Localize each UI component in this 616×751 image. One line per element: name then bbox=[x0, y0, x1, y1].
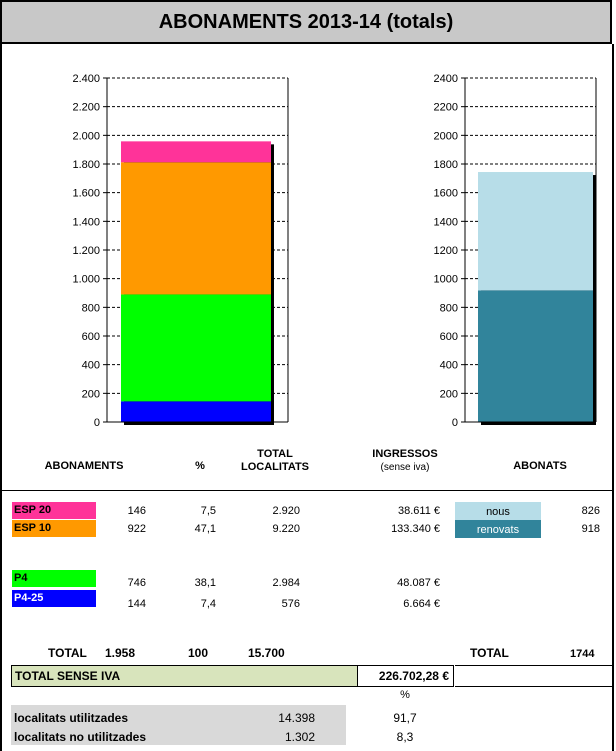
header-total-localitats-line1: TOTAL bbox=[257, 448, 293, 460]
row-count-p4-25: 144 bbox=[127, 598, 146, 610]
header-abonaments: ABONAMENTS bbox=[44, 460, 124, 472]
abonats-label-renovats: renovats bbox=[455, 520, 541, 538]
y-tick-label: 400 bbox=[82, 360, 100, 372]
util-label-unused: localitats no utilitzades bbox=[14, 730, 147, 744]
bar-segment-p4-25 bbox=[121, 401, 271, 422]
total-sense-iva-filler bbox=[455, 665, 614, 687]
abonats-value-nous: 826 bbox=[581, 505, 600, 517]
total-sense-iva-label-cell: TOTAL SENSE IVA bbox=[11, 665, 358, 687]
util-label-used: localitats utilitzades bbox=[14, 711, 129, 725]
util-bg bbox=[11, 705, 346, 745]
y-tick-label: 2.000 bbox=[72, 130, 100, 142]
row-count-esp20: 146 bbox=[127, 505, 146, 517]
row-pct-p4-25: 7,4 bbox=[200, 598, 216, 610]
total-sense-iva-label: TOTAL SENSE IVA bbox=[15, 669, 121, 683]
y-tick-label: 1.600 bbox=[72, 188, 100, 200]
total-pct: 100 bbox=[188, 646, 209, 660]
row-pct-esp10: 47,1 bbox=[194, 523, 216, 535]
y-tick-label: 2.400 bbox=[72, 73, 100, 85]
y-tick-label: 1200 bbox=[434, 245, 458, 257]
row-pct-p4: 38,1 bbox=[194, 577, 216, 589]
y-tick-label: 800 bbox=[440, 302, 458, 314]
row-ing-p4-25: 6.664 € bbox=[403, 598, 440, 610]
bar-segment-esp-20 bbox=[121, 141, 271, 163]
bar-segment-p4 bbox=[121, 294, 271, 402]
y-tick-label: 200 bbox=[440, 388, 458, 400]
y-tick-label: 1000 bbox=[434, 274, 458, 286]
row-label-esp20: ESP 20 bbox=[12, 502, 96, 519]
y-tick-label: 800 bbox=[82, 302, 100, 314]
header-ingressos-line2: (sense iva) bbox=[380, 462, 430, 473]
row-count-esp10: 922 bbox=[127, 523, 146, 535]
y-tick-label: 2400 bbox=[434, 73, 458, 85]
util-pct-header: % bbox=[400, 689, 410, 701]
row-label-esp10: ESP 10 bbox=[12, 520, 96, 537]
row-ing-p4: 48.087 € bbox=[397, 577, 440, 589]
y-tick-label: 2000 bbox=[434, 130, 458, 142]
abonats-total-value: 1744 bbox=[570, 648, 595, 660]
report-frame bbox=[0, 44, 614, 751]
util-pct-unused: 8,3 bbox=[396, 730, 414, 744]
header-pct: % bbox=[195, 460, 205, 472]
y-tick-label: 600 bbox=[440, 331, 458, 343]
total-loc: 15.700 bbox=[248, 646, 285, 660]
y-tick-label: 1800 bbox=[434, 159, 458, 171]
row-label-p4-25: P4-25 bbox=[12, 590, 96, 607]
y-tick-label: 1.400 bbox=[72, 216, 100, 228]
report-title: ABONAMENTS 2013-14 (totals) bbox=[158, 10, 454, 33]
y-tick-label: 0 bbox=[452, 417, 458, 429]
row-label-p4: P4 bbox=[12, 570, 96, 587]
header-abonats: ABONATS bbox=[513, 460, 567, 472]
y-tick-label: 200 bbox=[82, 388, 100, 400]
title-bar: ABONAMENTS 2013-14 (totals) bbox=[0, 0, 612, 44]
row-loc-esp20: 2.920 bbox=[272, 505, 300, 517]
y-tick-label: 2.200 bbox=[72, 102, 100, 114]
chart-subscriptions: 0 200 400 600 800 1.000 1.200 1.400 1.600 1.800 2.… bbox=[72, 73, 289, 429]
y-tick-label: 400 bbox=[440, 360, 458, 372]
bar-segment-nous bbox=[478, 172, 593, 291]
row-loc-p4-25: 576 bbox=[281, 598, 300, 610]
total-count: 1.958 bbox=[105, 646, 136, 660]
y-tick-label: 2200 bbox=[434, 102, 458, 114]
row-loc-esp10: 9.220 bbox=[272, 523, 300, 535]
y-tick-label: 1.200 bbox=[72, 245, 100, 257]
row-ing-esp10: 133.340 € bbox=[391, 523, 440, 535]
abonats-total-label: TOTAL bbox=[470, 646, 509, 660]
header-total-localitats: TOTAL LOCALITATS bbox=[225, 448, 325, 474]
total-label: TOTAL bbox=[48, 646, 87, 660]
table-separator bbox=[2, 490, 614, 491]
row-pct-esp20: 7,5 bbox=[200, 505, 216, 517]
row-ing-esp20: 38.611 € bbox=[397, 505, 440, 517]
bar-segment-renovats bbox=[478, 290, 593, 422]
util-value-unused: 1.302 bbox=[284, 730, 315, 744]
bar-segment-esp-10 bbox=[121, 162, 271, 295]
abonats-value-renovats: 918 bbox=[581, 523, 600, 535]
util-value-used: 14.398 bbox=[278, 711, 315, 725]
row-count-p4: 746 bbox=[127, 577, 146, 589]
y-tick-label: 1600 bbox=[434, 188, 458, 200]
total-sense-iva-value: 226.702,28 € bbox=[357, 665, 454, 687]
y-tick-label: 1.800 bbox=[72, 159, 100, 171]
header-total-localitats-line2: LOCALITATS bbox=[240, 461, 310, 473]
y-tick-label: 0 bbox=[94, 417, 100, 429]
abonats-label-nous: nous bbox=[455, 502, 541, 520]
chart-subscribers: 0 200 400 600 800 1000 1200 1400 1600 1800 2000 220… bbox=[434, 73, 597, 429]
left-border bbox=[0, 490, 2, 744]
row-loc-p4: 2.984 bbox=[272, 577, 300, 589]
y-tick-label: 600 bbox=[82, 331, 100, 343]
header-ingressos: INGRESSOS (sense iva) bbox=[355, 448, 455, 474]
util-pct-used: 91,7 bbox=[393, 711, 417, 725]
y-tick-label: 1.000 bbox=[72, 274, 100, 286]
y-tick-label: 1400 bbox=[434, 216, 458, 228]
header-ingressos-line1: INGRESSOS bbox=[372, 448, 438, 460]
